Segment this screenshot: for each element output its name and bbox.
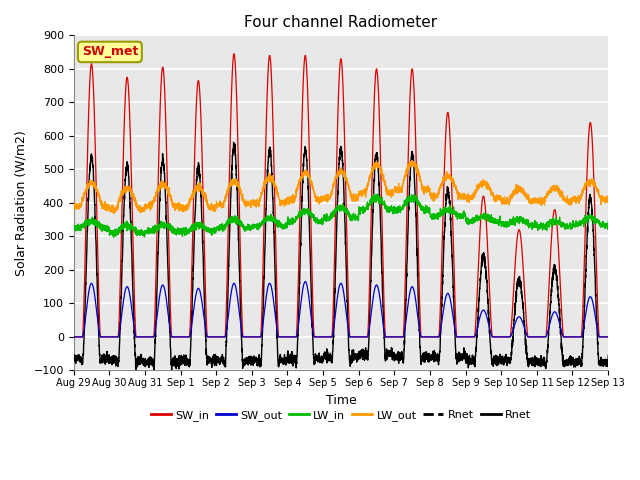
- Rnet: [230, 140, 238, 145]
- Rnet: [70, 359, 77, 364]
- Legend: SW_in, SW_out, LW_in, LW_out, Rnet, Rnet: SW_in, SW_out, LW_in, LW_out, Rnet, Rnet: [146, 406, 536, 425]
- Text: SW_met: SW_met: [82, 46, 138, 59]
- SW_in: [380, 299, 388, 304]
- SW_out: [515, 314, 523, 320]
- SW_in: [230, 51, 238, 57]
- LW_in: [380, 200, 388, 206]
- LW_out: [137, 212, 145, 217]
- LW_out: [515, 186, 523, 192]
- LW_in: [188, 224, 196, 229]
- LW_out: [543, 196, 551, 202]
- Rnet: [380, 331, 388, 336]
- Line: SW_in: SW_in: [74, 54, 640, 337]
- LW_out: [380, 174, 388, 180]
- SW_in: [558, 313, 566, 319]
- LW_in: [410, 191, 417, 196]
- LW_in: [543, 219, 551, 225]
- SW_out: [543, 331, 551, 337]
- LW_in: [411, 195, 419, 201]
- LW_in: [70, 227, 77, 232]
- Rnet: [188, 308, 196, 314]
- Rnet: [543, 344, 551, 349]
- SW_in: [70, 334, 77, 340]
- LW_in: [515, 216, 523, 221]
- SW_out: [411, 290, 419, 296]
- Rnet: [411, 180, 419, 186]
- LW_out: [188, 192, 196, 198]
- SW_out: [380, 327, 388, 333]
- SW_in: [543, 319, 551, 325]
- X-axis label: Time: Time: [326, 394, 356, 407]
- Line: LW_out: LW_out: [74, 159, 640, 215]
- LW_in: [139, 234, 147, 240]
- Rnet: [558, 351, 566, 357]
- SW_out: [188, 322, 196, 327]
- SW_in: [411, 99, 419, 105]
- Y-axis label: Solar Radiation (W/m2): Solar Radiation (W/m2): [15, 130, 28, 276]
- SW_out: [301, 279, 309, 285]
- Line: LW_in: LW_in: [74, 193, 640, 237]
- SW_in: [515, 227, 523, 233]
- Title: Four channel Radiometer: Four channel Radiometer: [244, 15, 438, 30]
- LW_in: [558, 223, 566, 228]
- Rnet: [515, 276, 523, 282]
- Rnet: [168, 369, 175, 375]
- LW_out: [411, 162, 419, 168]
- Line: SW_out: SW_out: [74, 282, 640, 337]
- LW_out: [406, 156, 414, 162]
- SW_out: [558, 330, 566, 336]
- LW_out: [558, 191, 566, 196]
- SW_out: [70, 334, 77, 340]
- SW_in: [188, 268, 196, 274]
- LW_out: [70, 202, 77, 208]
- Line: Rnet: Rnet: [74, 143, 640, 372]
